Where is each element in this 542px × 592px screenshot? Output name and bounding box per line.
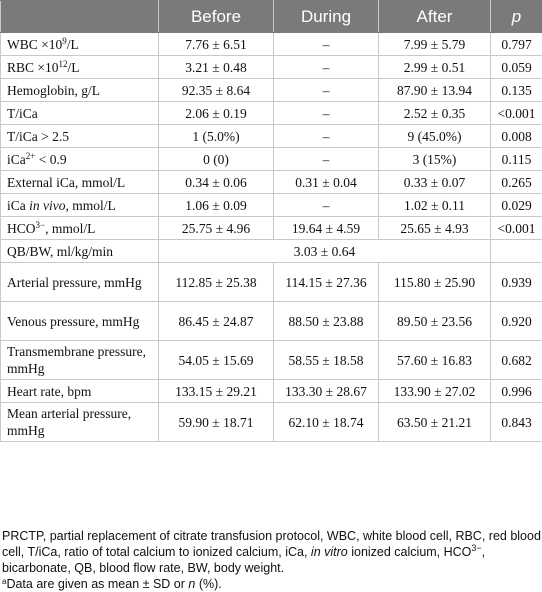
during-value: 133.30 ± 28.67 bbox=[274, 380, 379, 403]
after-value: 0.33 ± 0.07 bbox=[379, 171, 491, 194]
after-value: 133.90 ± 27.02 bbox=[379, 380, 491, 403]
header-before: Before bbox=[159, 1, 274, 33]
table-row: Hemoglobin, g/L 92.35 ± 8.64 – 87.90 ± 1… bbox=[1, 79, 542, 102]
p-value: 0.135 bbox=[491, 79, 542, 102]
p-value: 0.682 bbox=[491, 341, 542, 380]
table-row: Venous pressure, mmHg 86.45 ± 24.87 88.5… bbox=[1, 302, 542, 341]
table-row: iCa in vivo, mmol/L 1.06 ± 0.09 – 1.02 ±… bbox=[1, 194, 542, 217]
table-row: RBC ×1012/L 3.21 ± 0.48 – 2.99 ± 0.51 0.… bbox=[1, 56, 542, 79]
before-value: 54.05 ± 15.69 bbox=[159, 341, 274, 380]
during-value: – bbox=[274, 79, 379, 102]
p-value: <0.001 bbox=[491, 217, 542, 240]
row-label: Mean arterial pressure, mmHg bbox=[1, 403, 159, 442]
after-value: 89.50 ± 23.56 bbox=[379, 302, 491, 341]
p-value bbox=[491, 240, 542, 263]
before-value: 133.15 ± 29.21 bbox=[159, 380, 274, 403]
during-value: – bbox=[274, 194, 379, 217]
before-value: 1.06 ± 0.09 bbox=[159, 194, 274, 217]
table-row: T/iCa > 2.5 1 (5.0%) – 9 (45.0%) 0.008 bbox=[1, 125, 542, 148]
after-value: 1.02 ± 0.11 bbox=[379, 194, 491, 217]
row-label: RBC ×1012/L bbox=[1, 56, 159, 79]
before-value: 92.35 ± 8.64 bbox=[159, 79, 274, 102]
p-value: 0.029 bbox=[491, 194, 542, 217]
table-row: Mean arterial pressure, mmHg 59.90 ± 18.… bbox=[1, 403, 542, 442]
before-value: 3.21 ± 0.48 bbox=[159, 56, 274, 79]
row-label: WBC ×109/L bbox=[1, 33, 159, 56]
p-value: 0.115 bbox=[491, 148, 542, 171]
after-value: 2.99 ± 0.51 bbox=[379, 56, 491, 79]
data-format-note: aData are given as mean ± SD or n (%). bbox=[2, 576, 542, 592]
during-value: – bbox=[274, 125, 379, 148]
during-value: 88.50 ± 23.88 bbox=[274, 302, 379, 341]
table-row: iCa2+ < 0.9 0 (0) – 3 (15%) 0.115 bbox=[1, 148, 542, 171]
p-value: 0.843 bbox=[491, 403, 542, 442]
row-label: QB/BW, ml/kg/min bbox=[1, 240, 159, 263]
table-row: Arterial pressure, mmHg 112.85 ± 25.38 1… bbox=[1, 263, 542, 302]
table-row: QB/BW, ml/kg/min 3.03 ± 0.64 bbox=[1, 240, 542, 263]
header-after: After bbox=[379, 1, 491, 33]
after-value: 7.99 ± 5.79 bbox=[379, 33, 491, 56]
before-value: 25.75 ± 4.96 bbox=[159, 217, 274, 240]
row-label: iCa2+ < 0.9 bbox=[1, 148, 159, 171]
after-value: 57.60 ± 16.83 bbox=[379, 341, 491, 380]
during-value: – bbox=[274, 56, 379, 79]
before-value: 59.90 ± 18.71 bbox=[159, 403, 274, 442]
row-label: External iCa, mmol/L bbox=[1, 171, 159, 194]
row-label: Hemoglobin, g/L bbox=[1, 79, 159, 102]
after-value: 115.80 ± 25.90 bbox=[379, 263, 491, 302]
row-label: Transmembrane pressure, mmHg bbox=[1, 341, 159, 380]
table-row: T/iCa 2.06 ± 0.19 – 2.52 ± 0.35 <0.001 bbox=[1, 102, 542, 125]
abbreviations-note: PRCTP, partial replacement of citrate tr… bbox=[2, 528, 542, 576]
before-value: 7.76 ± 6.51 bbox=[159, 33, 274, 56]
row-label: Arterial pressure, mmHg bbox=[1, 263, 159, 302]
row-label: Venous pressure, mmHg bbox=[1, 302, 159, 341]
p-value: 0.008 bbox=[491, 125, 542, 148]
header-p: p bbox=[491, 1, 542, 33]
during-value: 58.55 ± 18.58 bbox=[274, 341, 379, 380]
after-value: 63.50 ± 21.21 bbox=[379, 403, 491, 442]
header-label bbox=[1, 1, 159, 33]
p-value: 0.265 bbox=[491, 171, 542, 194]
during-value: – bbox=[274, 102, 379, 125]
header-row: Before During After p bbox=[1, 1, 542, 33]
table-row: WBC ×109/L 7.76 ± 6.51 – 7.99 ± 5.79 0.7… bbox=[1, 33, 542, 56]
table-footnotes: PRCTP, partial replacement of citrate tr… bbox=[2, 528, 542, 592]
after-value: 9 (45.0%) bbox=[379, 125, 491, 148]
row-label: HCO3−, mmol/L bbox=[1, 217, 159, 240]
after-value: 25.65 ± 4.93 bbox=[379, 217, 491, 240]
p-value: 0.939 bbox=[491, 263, 542, 302]
during-value: – bbox=[274, 148, 379, 171]
before-value: 0 (0) bbox=[159, 148, 274, 171]
before-value: 2.06 ± 0.19 bbox=[159, 102, 274, 125]
table-row: Heart rate, bpm 133.15 ± 29.21 133.30 ± … bbox=[1, 380, 542, 403]
row-label: T/iCa > 2.5 bbox=[1, 125, 159, 148]
p-value: 0.059 bbox=[491, 56, 542, 79]
after-value: 2.52 ± 0.35 bbox=[379, 102, 491, 125]
before-value: 0.34 ± 0.06 bbox=[159, 171, 274, 194]
p-value: <0.001 bbox=[491, 102, 542, 125]
after-value: 87.90 ± 13.94 bbox=[379, 79, 491, 102]
table-row: Transmembrane pressure, mmHg 54.05 ± 15.… bbox=[1, 341, 542, 380]
after-value: 3 (15%) bbox=[379, 148, 491, 171]
p-value: 0.797 bbox=[491, 33, 542, 56]
results-table: Before During After p WBC ×109/L 7.76 ± … bbox=[0, 0, 542, 442]
during-value: – bbox=[274, 33, 379, 56]
table-row: External iCa, mmol/L 0.34 ± 0.06 0.31 ± … bbox=[1, 171, 542, 194]
row-label: iCa in vivo, mmol/L bbox=[1, 194, 159, 217]
during-value: 62.10 ± 18.74 bbox=[274, 403, 379, 442]
p-value: 0.920 bbox=[491, 302, 542, 341]
merged-value: 3.03 ± 0.64 bbox=[159, 240, 491, 263]
before-value: 86.45 ± 24.87 bbox=[159, 302, 274, 341]
row-label: T/iCa bbox=[1, 102, 159, 125]
table-row: HCO3−, mmol/L 25.75 ± 4.96 19.64 ± 4.59 … bbox=[1, 217, 542, 240]
p-value: 0.996 bbox=[491, 380, 542, 403]
row-label: Heart rate, bpm bbox=[1, 380, 159, 403]
before-value: 112.85 ± 25.38 bbox=[159, 263, 274, 302]
before-value: 1 (5.0%) bbox=[159, 125, 274, 148]
header-during: During bbox=[274, 1, 379, 33]
during-value: 114.15 ± 27.36 bbox=[274, 263, 379, 302]
during-value: 19.64 ± 4.59 bbox=[274, 217, 379, 240]
during-value: 0.31 ± 0.04 bbox=[274, 171, 379, 194]
